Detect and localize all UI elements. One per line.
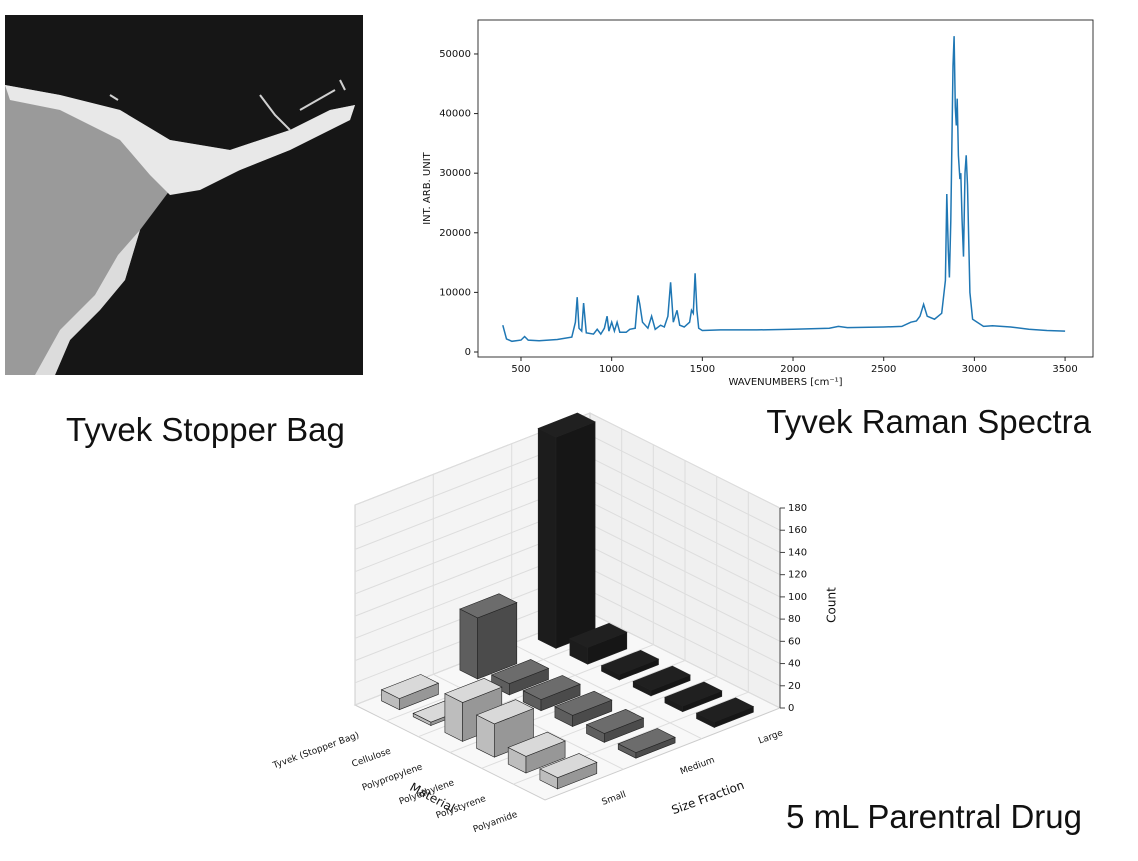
y-tick-label: Small bbox=[601, 790, 628, 808]
z-tick-label: 40 bbox=[788, 659, 801, 670]
y-axis-label: INT. ARB. UNIT bbox=[422, 151, 433, 224]
bar-face bbox=[632, 665, 691, 691]
bar-face bbox=[537, 427, 557, 649]
bar-face bbox=[664, 681, 723, 707]
z-tick-label: 180 bbox=[788, 503, 807, 514]
z-tick-label: 120 bbox=[788, 570, 807, 581]
y-tick-label: 10000 bbox=[439, 287, 471, 298]
bar-face bbox=[459, 593, 518, 619]
bar-face bbox=[555, 421, 596, 649]
grid-line bbox=[354, 412, 781, 509]
x-tick-label: 3500 bbox=[1052, 364, 1077, 375]
y-tick-label: 30000 bbox=[439, 168, 471, 179]
bar bbox=[617, 728, 676, 759]
z-tick-label: 80 bbox=[788, 614, 801, 625]
bar bbox=[600, 649, 660, 681]
micrograph: Tyvek Stopper Bag bbox=[5, 15, 363, 448]
bar bbox=[664, 681, 723, 713]
bar-face bbox=[537, 412, 596, 438]
x-tick-label: 1000 bbox=[599, 364, 624, 375]
bar-face bbox=[444, 677, 503, 703]
bar-face bbox=[600, 649, 660, 675]
chart-caption: Tyvek Raman Spectra bbox=[766, 403, 1091, 440]
y-axis-label: Size Fraction bbox=[670, 778, 747, 817]
bar bbox=[380, 674, 440, 711]
y-tick-label: Medium bbox=[679, 755, 716, 777]
bar-face bbox=[507, 731, 566, 757]
z-tick-label: 100 bbox=[788, 592, 807, 603]
y-tick-label: 50000 bbox=[439, 49, 471, 60]
x-tick-label: 2500 bbox=[871, 364, 896, 375]
y-tick-label: 0 bbox=[465, 347, 471, 358]
bar-face bbox=[569, 622, 628, 648]
z-axis-label: Count bbox=[825, 587, 839, 623]
bar bbox=[695, 697, 755, 728]
plot-frame bbox=[477, 19, 1094, 358]
x-tick-label: Cellulose bbox=[351, 746, 393, 769]
bar bbox=[585, 708, 645, 743]
z-tick-label: 20 bbox=[788, 681, 801, 692]
bar bbox=[490, 659, 550, 696]
bar bbox=[539, 753, 598, 790]
bar-face bbox=[490, 659, 550, 685]
bar bbox=[537, 412, 596, 649]
bar bbox=[459, 593, 518, 680]
y-tick-label: 20000 bbox=[439, 228, 471, 239]
bar-face bbox=[475, 699, 535, 725]
bar bbox=[569, 622, 628, 665]
x-tick-label: Tyvek (Stopper Bag) bbox=[271, 731, 361, 772]
bar-face bbox=[380, 674, 440, 699]
y-tick-label: 40000 bbox=[439, 109, 471, 120]
bar bbox=[632, 665, 691, 697]
image-caption: Tyvek Stopper Bag bbox=[66, 411, 345, 448]
bar-face bbox=[585, 708, 645, 734]
bar bbox=[554, 690, 613, 727]
x-tick-label: 2000 bbox=[780, 364, 805, 375]
chart-caption: 5 mL Parentral Drug bbox=[786, 798, 1082, 835]
y-tick-label: Large bbox=[757, 728, 785, 746]
x-axis-label: WAVENUMBERS [cm⁻¹] bbox=[728, 377, 842, 388]
z-tick-label: 0 bbox=[788, 703, 794, 714]
bar bbox=[522, 675, 581, 712]
bar bbox=[507, 731, 566, 774]
bar-face bbox=[695, 697, 755, 723]
x-tick-label: Polyamide bbox=[472, 810, 520, 835]
bar-face bbox=[459, 608, 478, 680]
z-tick-label: 60 bbox=[788, 636, 801, 647]
z-tick-label: 160 bbox=[788, 525, 807, 536]
bar-face bbox=[522, 675, 581, 700]
spectrum-line bbox=[502, 36, 1066, 343]
x-tick-label: 3000 bbox=[962, 364, 987, 375]
z-tick-label: 140 bbox=[788, 547, 807, 558]
x-tick-label: 1500 bbox=[690, 364, 715, 375]
bar-face bbox=[617, 728, 676, 753]
bar-face bbox=[539, 753, 598, 779]
bar-face bbox=[554, 690, 613, 716]
x-tick-label: 500 bbox=[511, 364, 530, 375]
